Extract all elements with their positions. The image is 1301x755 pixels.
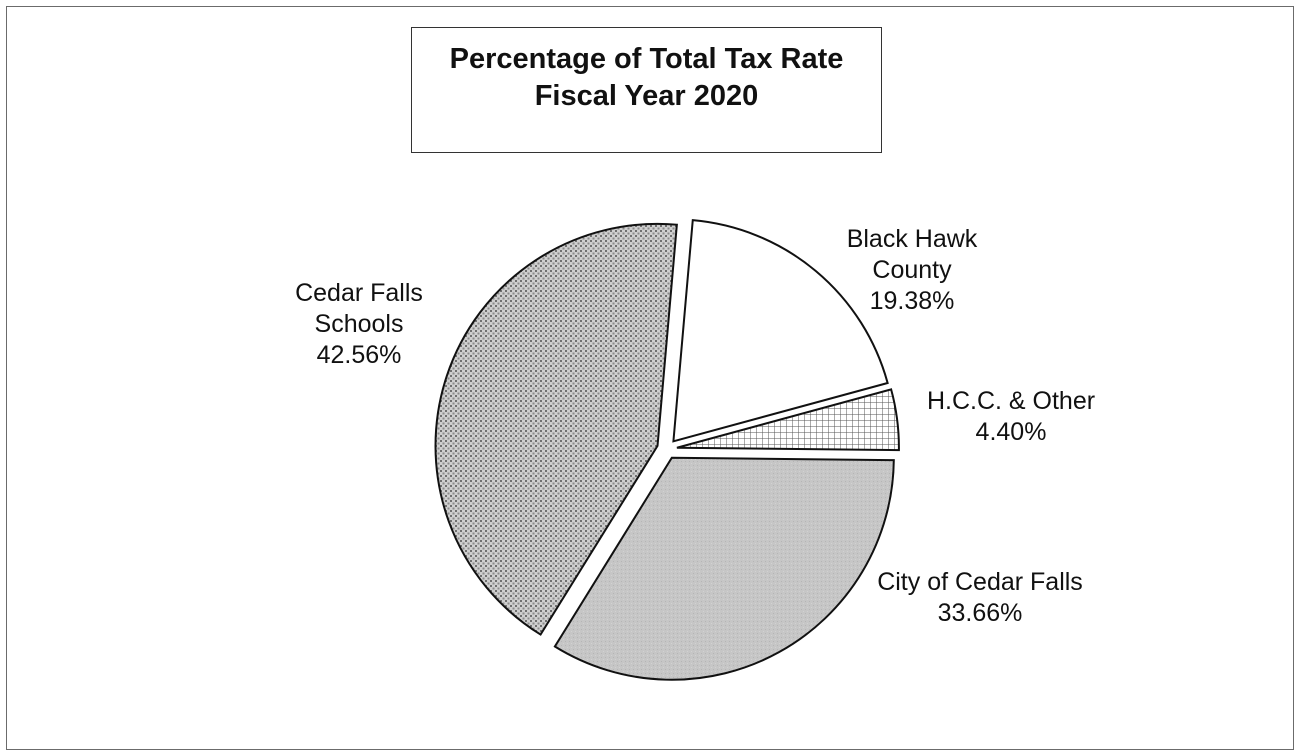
pie-slice-black-hawk-county <box>672 219 889 443</box>
pie-slice-city-of-cedar-falls <box>553 456 895 681</box>
slice-value-label: 19.38% <box>870 287 955 315</box>
slice-name-label: H.C.C. & Other <box>927 387 1095 415</box>
slice-value-label: 33.66% <box>938 599 1023 627</box>
slice-label-black-hawk-county: Black Hawk County 19.38% <box>847 225 978 315</box>
slice-name-label: Schools <box>315 310 404 338</box>
slice-value-label: 42.56% <box>317 341 402 369</box>
slice-label-h-c-c-other: H.C.C. & Other 4.40% <box>927 387 1095 446</box>
slice-label-cedar-falls-schools: Cedar Falls Schools 42.56% <box>295 279 423 369</box>
slice-label-city-of-cedar-falls: City of Cedar Falls 33.66% <box>877 568 1083 627</box>
slice-name-label: City of Cedar Falls <box>877 568 1083 596</box>
pie-slice-cedar-falls-schools <box>434 222 678 636</box>
slice-name-label: County <box>872 256 952 284</box>
slice-name-label: Cedar Falls <box>295 279 423 307</box>
chart-title-box: Percentage of Total Tax Rate Fiscal Year… <box>411 27 882 153</box>
chart-title-line-2: Fiscal Year 2020 <box>534 80 759 112</box>
slice-name-label: Black Hawk <box>847 225 978 253</box>
slice-value-label: 4.40% <box>976 418 1047 446</box>
chart-title-line-1: Percentage of Total Tax Rate <box>449 43 844 75</box>
pie-slice-h-c-c-other <box>676 388 900 452</box>
